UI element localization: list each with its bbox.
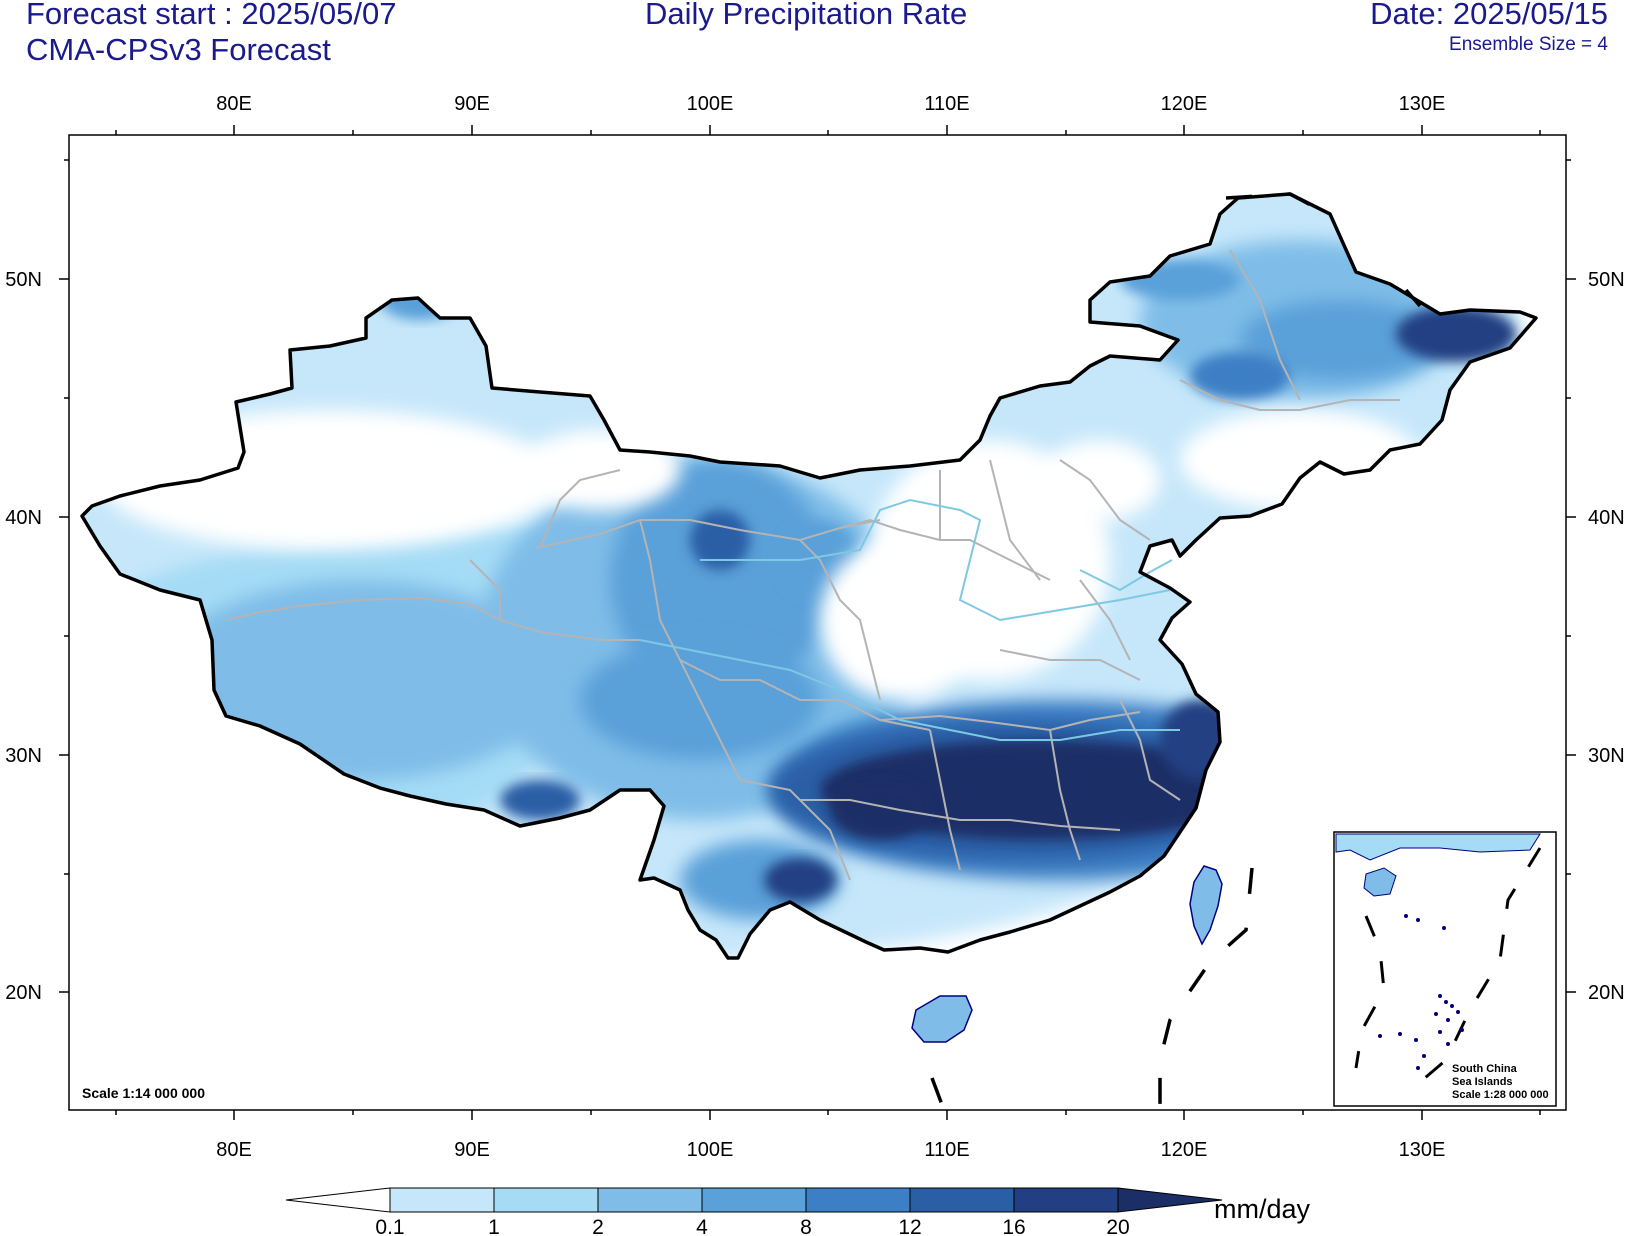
tick-marks xyxy=(59,125,1576,1120)
valid-date-label: Date: 2025/05/15 xyxy=(1370,0,1608,31)
taiwan-island xyxy=(1189,865,1223,946)
lon-tick-bottom-110: 110E xyxy=(924,1139,969,1161)
lon-tick-bottom-120: 120E xyxy=(1161,1139,1208,1161)
lat-tick-left-30: 30N xyxy=(5,745,42,767)
precip-blob-19 xyxy=(500,780,580,820)
model-label: CMA-CPSv3 Forecast xyxy=(26,32,331,67)
inset-label-2: Sea Islands xyxy=(1452,1076,1513,1088)
colorbar-bin-6 xyxy=(909,1187,1015,1213)
lon-tick-top-100: 100E xyxy=(687,93,734,115)
lat-tick-left-40: 40N xyxy=(5,507,42,529)
precip-blob-18 xyxy=(1396,306,1516,362)
lon-tick-bottom-80: 80E xyxy=(216,1139,252,1161)
precip-blob-20 xyxy=(1160,700,1240,780)
precip-blob-22 xyxy=(1190,352,1290,400)
map-scale-label: Scale 1:14 000 000 xyxy=(82,1085,205,1101)
colorbar-bin-1 xyxy=(389,1187,495,1213)
colorbar-level-4: 8 xyxy=(800,1216,812,1236)
inset-scale-label: Scale 1:28 000 000 xyxy=(1452,1089,1549,1101)
province-borders xyxy=(225,249,1400,881)
lon-tick-top-90: 90E xyxy=(454,93,490,115)
colorbar-level-2: 2 xyxy=(592,1216,604,1236)
colorbar: 0.1 1 2 4 8 12 16 20 xyxy=(285,1187,1223,1236)
precip-blob-24 xyxy=(1120,260,1240,300)
colorbar-level-5: 12 xyxy=(898,1216,921,1236)
precip-blob-16 xyxy=(764,858,836,902)
colorbar-level-3: 4 xyxy=(696,1216,708,1236)
colorbar-bin-3 xyxy=(597,1187,703,1213)
dry-area-1 xyxy=(520,430,680,510)
colorbar-bin-5 xyxy=(805,1187,911,1213)
colorbar-under-triangle xyxy=(285,1187,391,1213)
map-frame xyxy=(68,134,1567,1111)
colorbar-level-1: 1 xyxy=(488,1216,500,1236)
rivers xyxy=(639,498,1180,741)
hainan-island xyxy=(911,995,973,1043)
inset-label-1: South China xyxy=(1452,1063,1518,1075)
lat-tick-right-40: 40N xyxy=(1588,507,1625,529)
maritime-boundary xyxy=(930,192,1422,1110)
lat-tick-left-50: 50N xyxy=(5,269,42,291)
lon-tick-bottom-130: 130E xyxy=(1399,1139,1446,1161)
colorbar-bin-4 xyxy=(701,1187,807,1213)
colorbar-bin-2 xyxy=(493,1187,599,1213)
dry-area-0 xyxy=(100,410,560,550)
lat-tick-right-50: 50N xyxy=(1588,269,1625,291)
colorbar-unit: mm/day xyxy=(1214,1194,1311,1224)
dry-area-4 xyxy=(1180,410,1420,510)
dry-area-5 xyxy=(1040,440,1160,520)
precip-blob-8 xyxy=(1240,300,1440,380)
lon-tick-top-110: 110E xyxy=(924,93,969,115)
south-china-sea-inset: South China Sea Islands Scale 1:28 000 0… xyxy=(1333,831,1557,1107)
lon-tick-top-130: 130E xyxy=(1399,93,1446,115)
dry-area-3 xyxy=(820,540,980,700)
colorbar-bin-7 xyxy=(1013,1187,1119,1213)
lon-tick-bottom-90: 90E xyxy=(454,1139,490,1161)
colorbar-level-7: 20 xyxy=(1106,1216,1129,1236)
lon-tick-top-80: 80E xyxy=(216,93,252,115)
lat-tick-left-20: 20N xyxy=(5,982,42,1004)
lat-tick-right-30: 30N xyxy=(1588,745,1625,767)
lon-tick-bottom-100: 100E xyxy=(687,1139,734,1161)
chart-title: Daily Precipitation Rate xyxy=(645,0,968,31)
precip-blob-17 xyxy=(690,510,750,570)
lon-tick-top-120: 120E xyxy=(1161,93,1208,115)
ensemble-size-label: Ensemble Size = 4 xyxy=(1449,34,1608,55)
colorbar-over-triangle xyxy=(1117,1187,1223,1213)
precip-blob-15 xyxy=(830,780,930,840)
colorbar-level-6: 16 xyxy=(1002,1216,1025,1236)
lat-tick-right-20: 20N xyxy=(1588,982,1625,1004)
forecast-start-label: Forecast start : 2025/05/07 xyxy=(26,0,397,31)
colorbar-level-0: 0.1 xyxy=(375,1216,404,1236)
